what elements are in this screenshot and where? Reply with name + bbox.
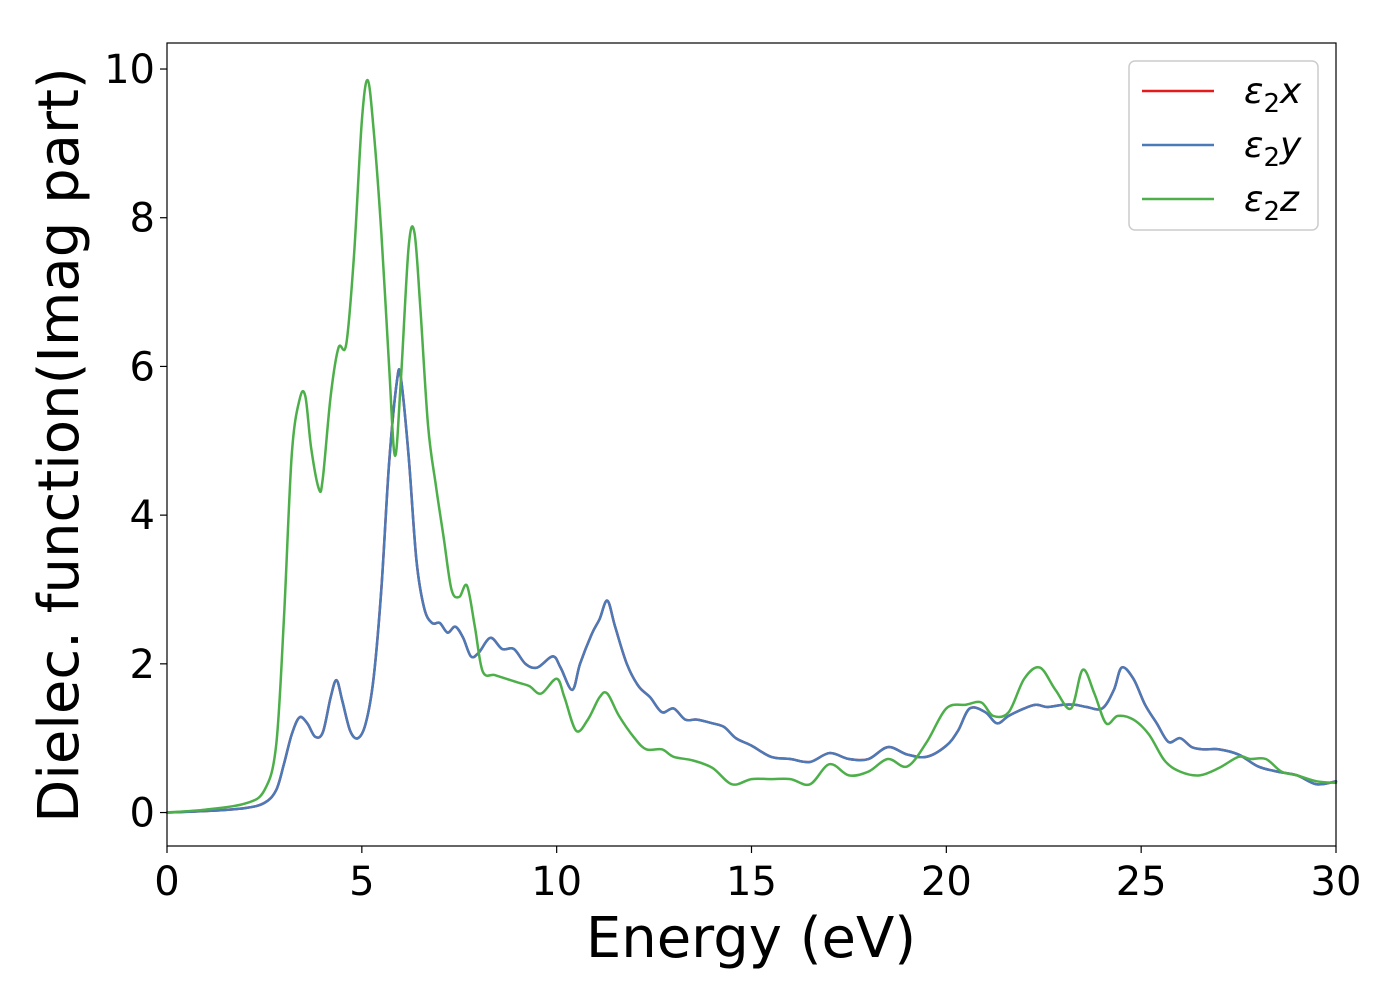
legend-label-z: ε2z xyxy=(1244,179,1300,227)
y-tick-label: 0 xyxy=(130,791,155,837)
x-tick-label: 0 xyxy=(154,859,179,905)
x-axis: 0 5 10 15 20 25 30 xyxy=(154,846,1361,905)
y-axis-title: Dielec. function(Imag part) xyxy=(27,67,92,823)
legend-items: ε2x ε2y ε2z xyxy=(1142,71,1302,227)
x-tick-label: 15 xyxy=(726,859,777,905)
legend-box xyxy=(1128,60,1319,231)
series-layer xyxy=(165,78,1338,814)
series-line-z xyxy=(165,78,1338,814)
y-tick-label: 2 xyxy=(130,642,155,688)
legend-label-x: ε2x xyxy=(1244,71,1302,119)
y-tick-label: 10 xyxy=(104,47,155,93)
x-tick-label: 30 xyxy=(1311,859,1362,905)
series-line-y xyxy=(165,368,1338,814)
x-tick-label: 20 xyxy=(921,859,972,905)
y-tick-label: 6 xyxy=(130,344,155,390)
y-tick-label: 8 xyxy=(130,196,155,242)
legend: ε2x ε2y ε2z xyxy=(1128,60,1319,231)
x-tick-label: 5 xyxy=(349,859,374,905)
x-axis-title: Energy (eV) xyxy=(586,906,916,971)
x-tick-label: 10 xyxy=(531,859,582,905)
y-tick-label: 4 xyxy=(130,493,155,539)
y-axis: 0 2 4 6 8 10 xyxy=(104,47,167,837)
x-tick-label: 25 xyxy=(1116,859,1167,905)
legend-label-y: ε2y xyxy=(1244,125,1302,173)
